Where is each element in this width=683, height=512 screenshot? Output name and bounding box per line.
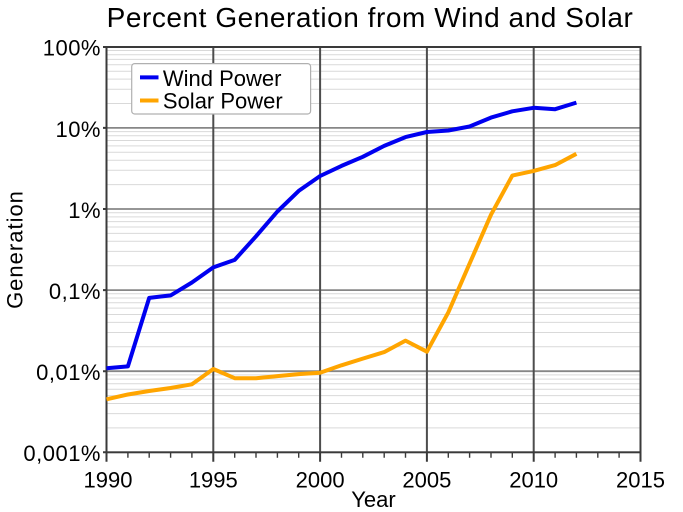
svg-text:0,1%: 0,1% [49, 279, 101, 304]
svg-text:10%: 10% [55, 117, 101, 142]
svg-text:Year: Year [351, 487, 395, 512]
svg-text:2000: 2000 [296, 468, 345, 493]
svg-text:Solar Power: Solar Power [163, 88, 283, 113]
svg-text:2005: 2005 [402, 468, 451, 493]
svg-text:100%: 100% [43, 36, 101, 61]
svg-text:Percent Generation from Wind a: Percent Generation from Wind and Solar [107, 2, 634, 33]
svg-text:Generation: Generation [3, 190, 28, 309]
svg-text:2015: 2015 [616, 468, 665, 493]
svg-text:0,001%: 0,001% [23, 441, 101, 466]
svg-text:0,01%: 0,01% [36, 360, 101, 385]
svg-text:1995: 1995 [189, 468, 238, 493]
svg-text:1990: 1990 [84, 468, 133, 493]
svg-text:Wind Power: Wind Power [163, 66, 282, 91]
svg-text:2010: 2010 [509, 468, 558, 493]
svg-text:1%: 1% [68, 198, 101, 223]
